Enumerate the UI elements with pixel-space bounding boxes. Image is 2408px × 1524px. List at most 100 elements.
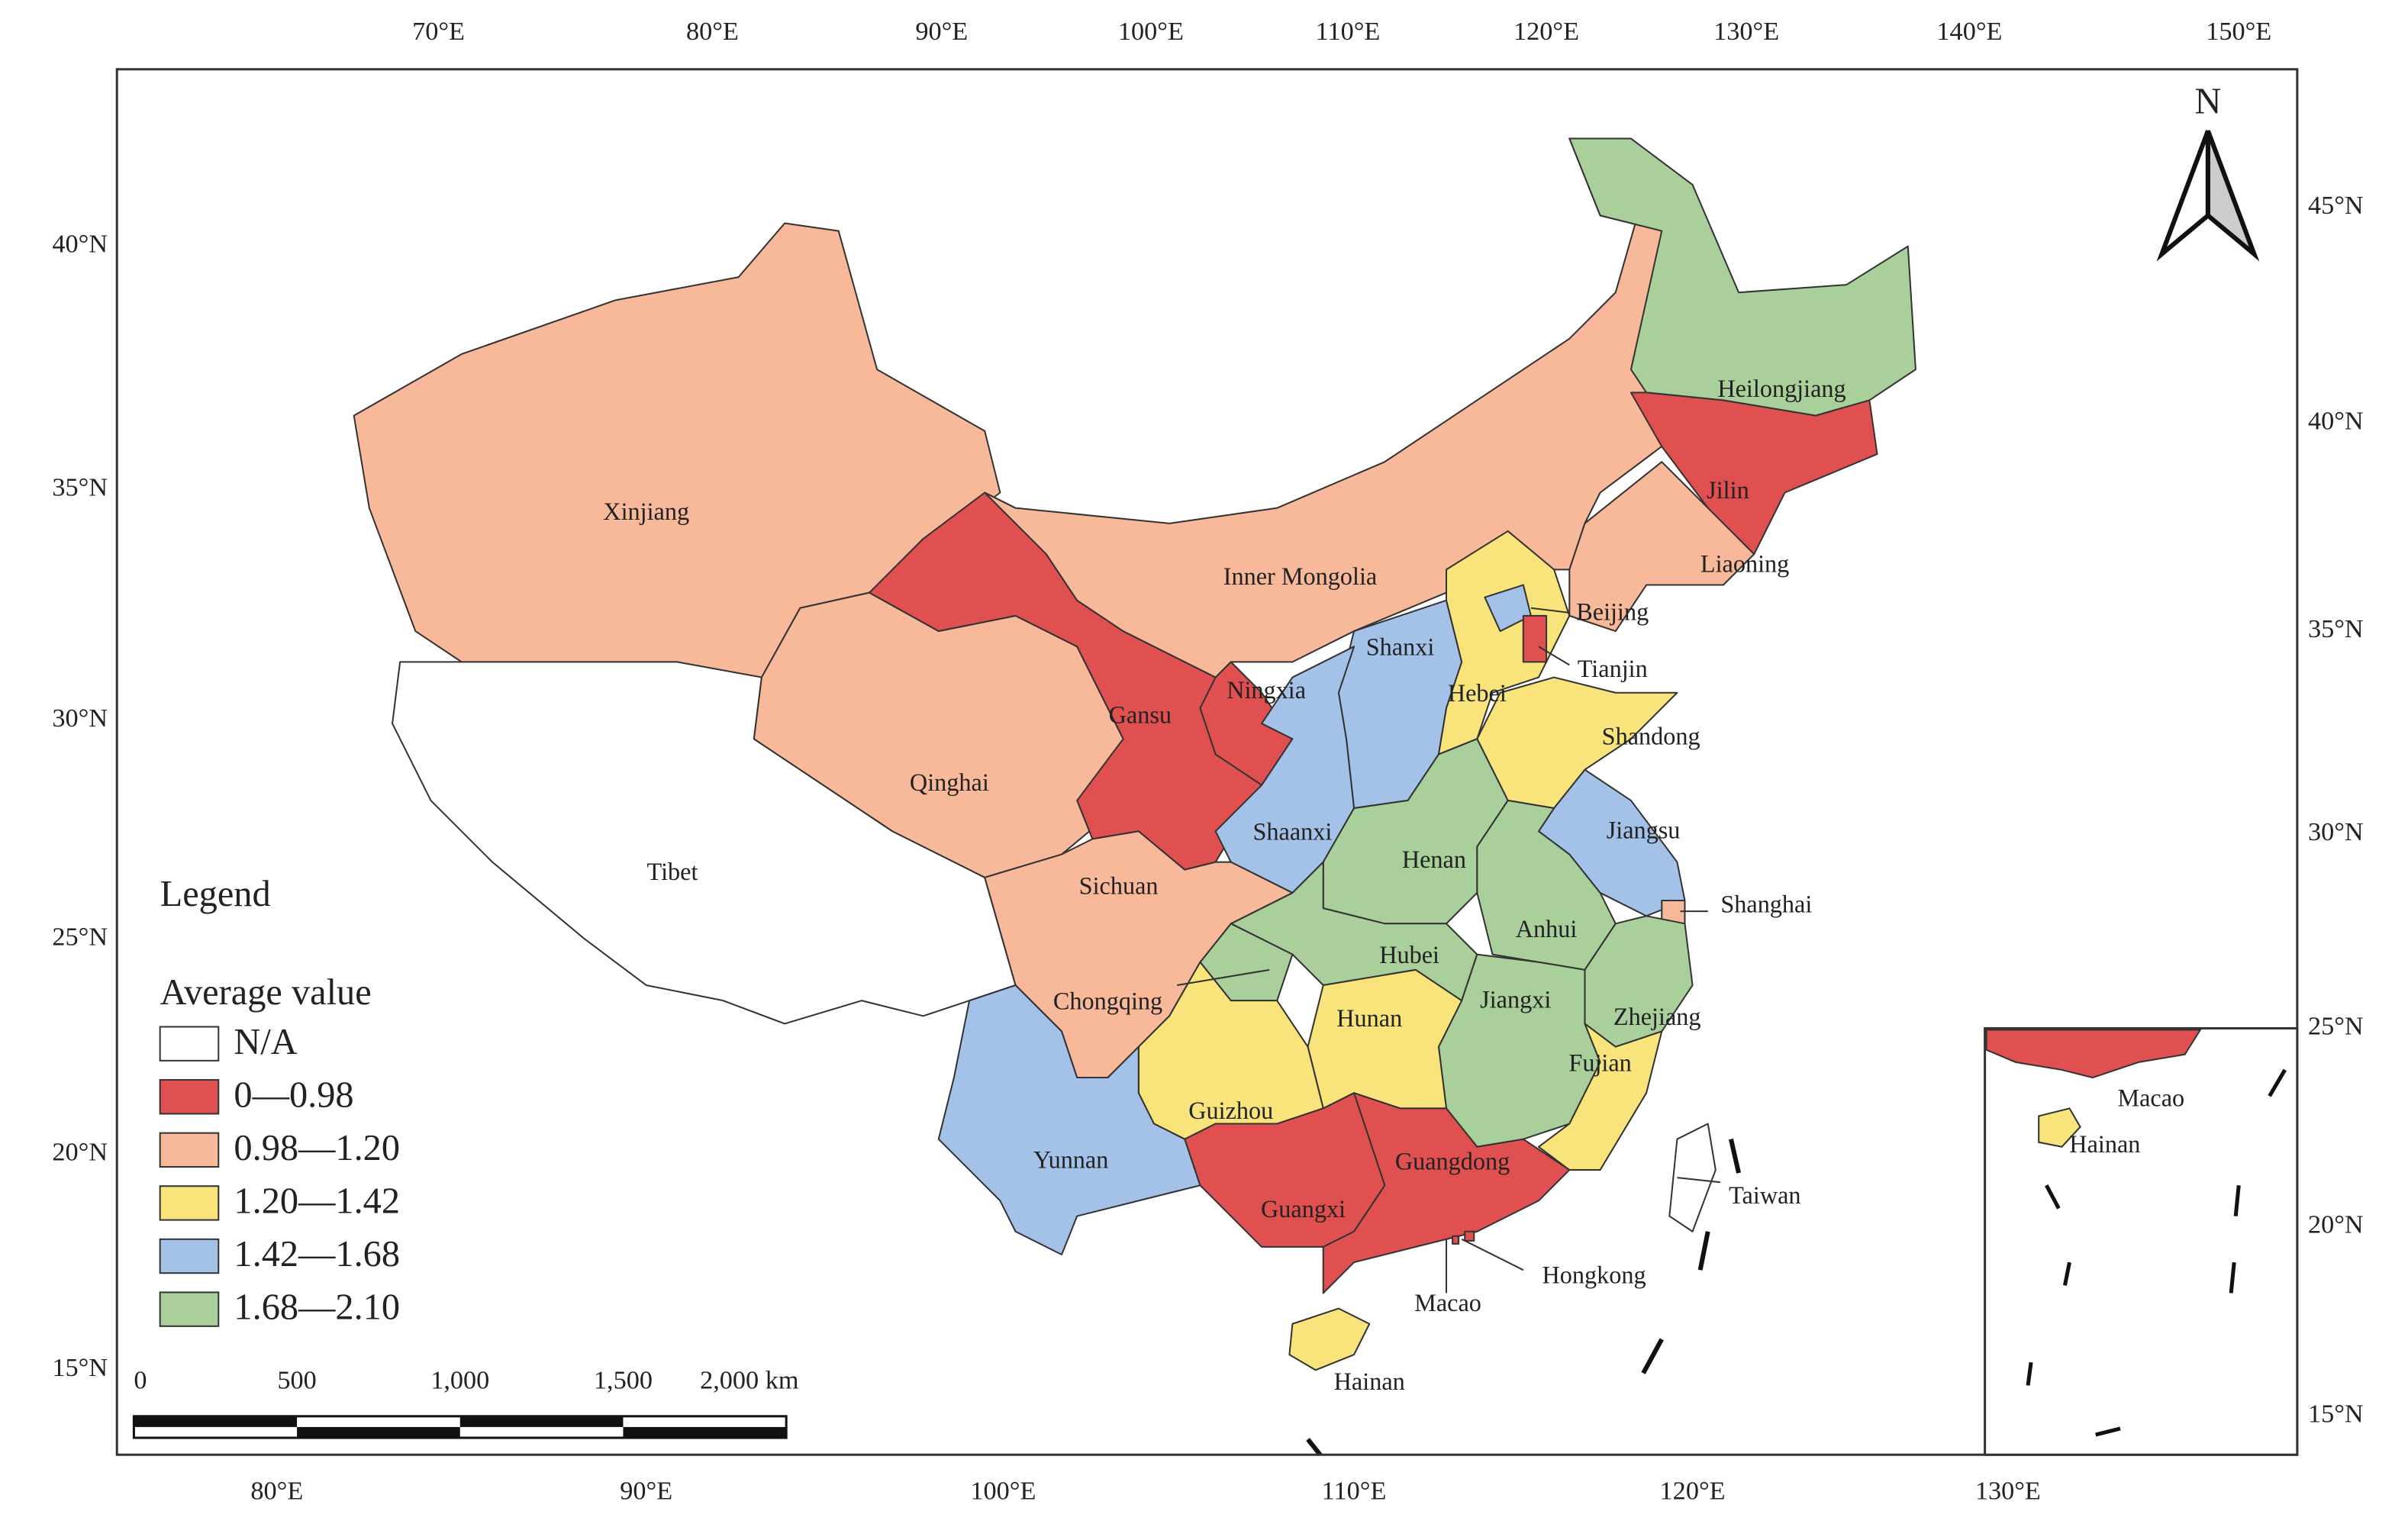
- scale-bar: 0 500 1,000 1,500 2,000 km: [132, 1365, 799, 1439]
- scale-segment: [297, 1426, 460, 1439]
- top-degree-label: 100°E: [1118, 17, 1184, 46]
- bottom-degree-label: 90°E: [620, 1477, 672, 1506]
- region-label: Jiangsu: [1607, 817, 1681, 844]
- region-label: Sichuan: [1079, 872, 1159, 899]
- region: [1630, 391, 1878, 556]
- top-degree-label: 90°E: [915, 17, 968, 46]
- bottom-degree-label: 80°E: [250, 1477, 303, 1506]
- region-label: Taiwan: [1729, 1181, 1800, 1209]
- region: [1307, 968, 1463, 1110]
- legend: Legend Average value N/A 0—0.98 0.98—1.20 1…: [159, 874, 400, 1328]
- region: [1537, 1023, 1663, 1171]
- legend-label: 1.20—1.42: [234, 1181, 400, 1222]
- region-label: Hainan: [1334, 1368, 1405, 1395]
- scale-label: 0: [134, 1365, 147, 1394]
- scale-segment: [623, 1426, 787, 1439]
- region: [1288, 1307, 1371, 1371]
- region-label: Henan: [1402, 846, 1466, 873]
- boundary-dash: [1729, 1139, 1741, 1174]
- region: [1476, 799, 1617, 971]
- region-label: Hunan: [1336, 1004, 1402, 1032]
- region-label: Guangxi: [1261, 1195, 1346, 1223]
- bottom-degree-label: 100°E: [970, 1477, 1036, 1506]
- region-label: Anhui: [1516, 915, 1578, 942]
- inset-dash: [2268, 1068, 2287, 1097]
- region-label: Yunnan: [1033, 1145, 1109, 1173]
- scale-label: 2,000 km: [700, 1365, 799, 1394]
- region-label: Tianjin: [1578, 655, 1648, 682]
- left-degree-label: 40°N: [52, 230, 108, 259]
- right-degree-label: 40°N: [2308, 407, 2364, 436]
- top-degree-label: 140°E: [1936, 17, 2002, 46]
- inset-frame: [1984, 1026, 2299, 1456]
- region-label: Shandong: [1602, 723, 1700, 750]
- left-degree-label: 15°N: [52, 1353, 108, 1382]
- region-label: Guangdong: [1395, 1147, 1510, 1174]
- left-degree-label: 20°N: [52, 1138, 108, 1167]
- inset-dash: [2095, 1426, 2121, 1437]
- region-label: Hongkong: [1542, 1261, 1646, 1289]
- scale-segment: [459, 1416, 624, 1427]
- region-label: Macao: [1414, 1289, 1481, 1316]
- scale-label: 500: [277, 1365, 316, 1394]
- region-label: Zhejiang: [1613, 1003, 1701, 1030]
- region-label: Jilin: [1707, 476, 1749, 504]
- left-degree-label: 30°N: [52, 704, 108, 733]
- boundary-dash: [1641, 1338, 1664, 1374]
- region-label: Qinghai: [910, 768, 989, 796]
- bottom-degree-label: 120°E: [1660, 1477, 1726, 1506]
- legend-swatch: [159, 1079, 220, 1115]
- region-label: Jiangxi: [1480, 986, 1551, 1013]
- scale-segment: [134, 1416, 298, 1427]
- north-arrow: N: [2156, 81, 2260, 262]
- region-label: Tibet: [647, 858, 698, 885]
- region-label: Beijing: [1576, 598, 1649, 625]
- region-label: Heilongjiang: [1717, 375, 1845, 402]
- scale-label: 1,000: [430, 1365, 489, 1394]
- region: [1230, 861, 1478, 1002]
- region-label: Guizhou: [1188, 1097, 1273, 1124]
- inset-label: Hainan: [2069, 1130, 2140, 1158]
- region-label: Shaanxi: [1252, 818, 1332, 846]
- region-label: Hubei: [1379, 941, 1439, 968]
- legend-label: 0.98—1.20: [234, 1128, 400, 1168]
- inset-dash: [2062, 1261, 2071, 1286]
- leader-lines: [1177, 607, 1720, 1294]
- legend-label: 0—0.98: [234, 1075, 353, 1115]
- scale-label: 1,500: [594, 1365, 653, 1394]
- inset-dash: [2045, 1184, 2061, 1210]
- region-label: Inner Mongolia: [1223, 562, 1377, 590]
- right-degree-label: 15°N: [2308, 1400, 2364, 1429]
- map-frame: [115, 68, 2299, 1456]
- left-degree-label: 35°N: [52, 472, 108, 501]
- inset-dash: [2229, 1261, 2236, 1294]
- region-label: Xinjiang: [603, 498, 689, 525]
- legend-subtitle: Average value: [160, 972, 372, 1013]
- right-degree-label: 45°N: [2308, 191, 2364, 220]
- south-sea-dashes: [1306, 1139, 1741, 1457]
- region-label: Chongqing: [1053, 988, 1162, 1015]
- region: [1522, 614, 1548, 663]
- right-degree-label: 35°N: [2308, 614, 2364, 643]
- inset-dash: [2026, 1361, 2033, 1386]
- arrow-right: [2205, 130, 2260, 262]
- region: [1452, 1235, 1460, 1245]
- inset-mainland: [1985, 1029, 2202, 1079]
- inset-label: Macao: [2117, 1084, 2184, 1112]
- regions: [353, 137, 1916, 1371]
- bottom-degree-label: 130°E: [1975, 1477, 2041, 1506]
- top-degree-label: 110°E: [1316, 17, 1381, 46]
- region: [1668, 1123, 1717, 1232]
- region: [1437, 530, 1571, 756]
- leader-line: [1677, 1177, 1720, 1184]
- right-degree-label: 30°N: [2308, 817, 2364, 846]
- region-label: Shanghai: [1720, 891, 1812, 918]
- inset: Macao Hainan: [1984, 1026, 2299, 1456]
- leader-line: [1530, 607, 1570, 614]
- leader-line: [1461, 1238, 1524, 1271]
- inset-hainan: [2038, 1107, 2081, 1148]
- boundary-dash: [1306, 1438, 1323, 1457]
- left-degree-label: 25°N: [52, 922, 108, 951]
- legend-label: N/A: [234, 1022, 297, 1062]
